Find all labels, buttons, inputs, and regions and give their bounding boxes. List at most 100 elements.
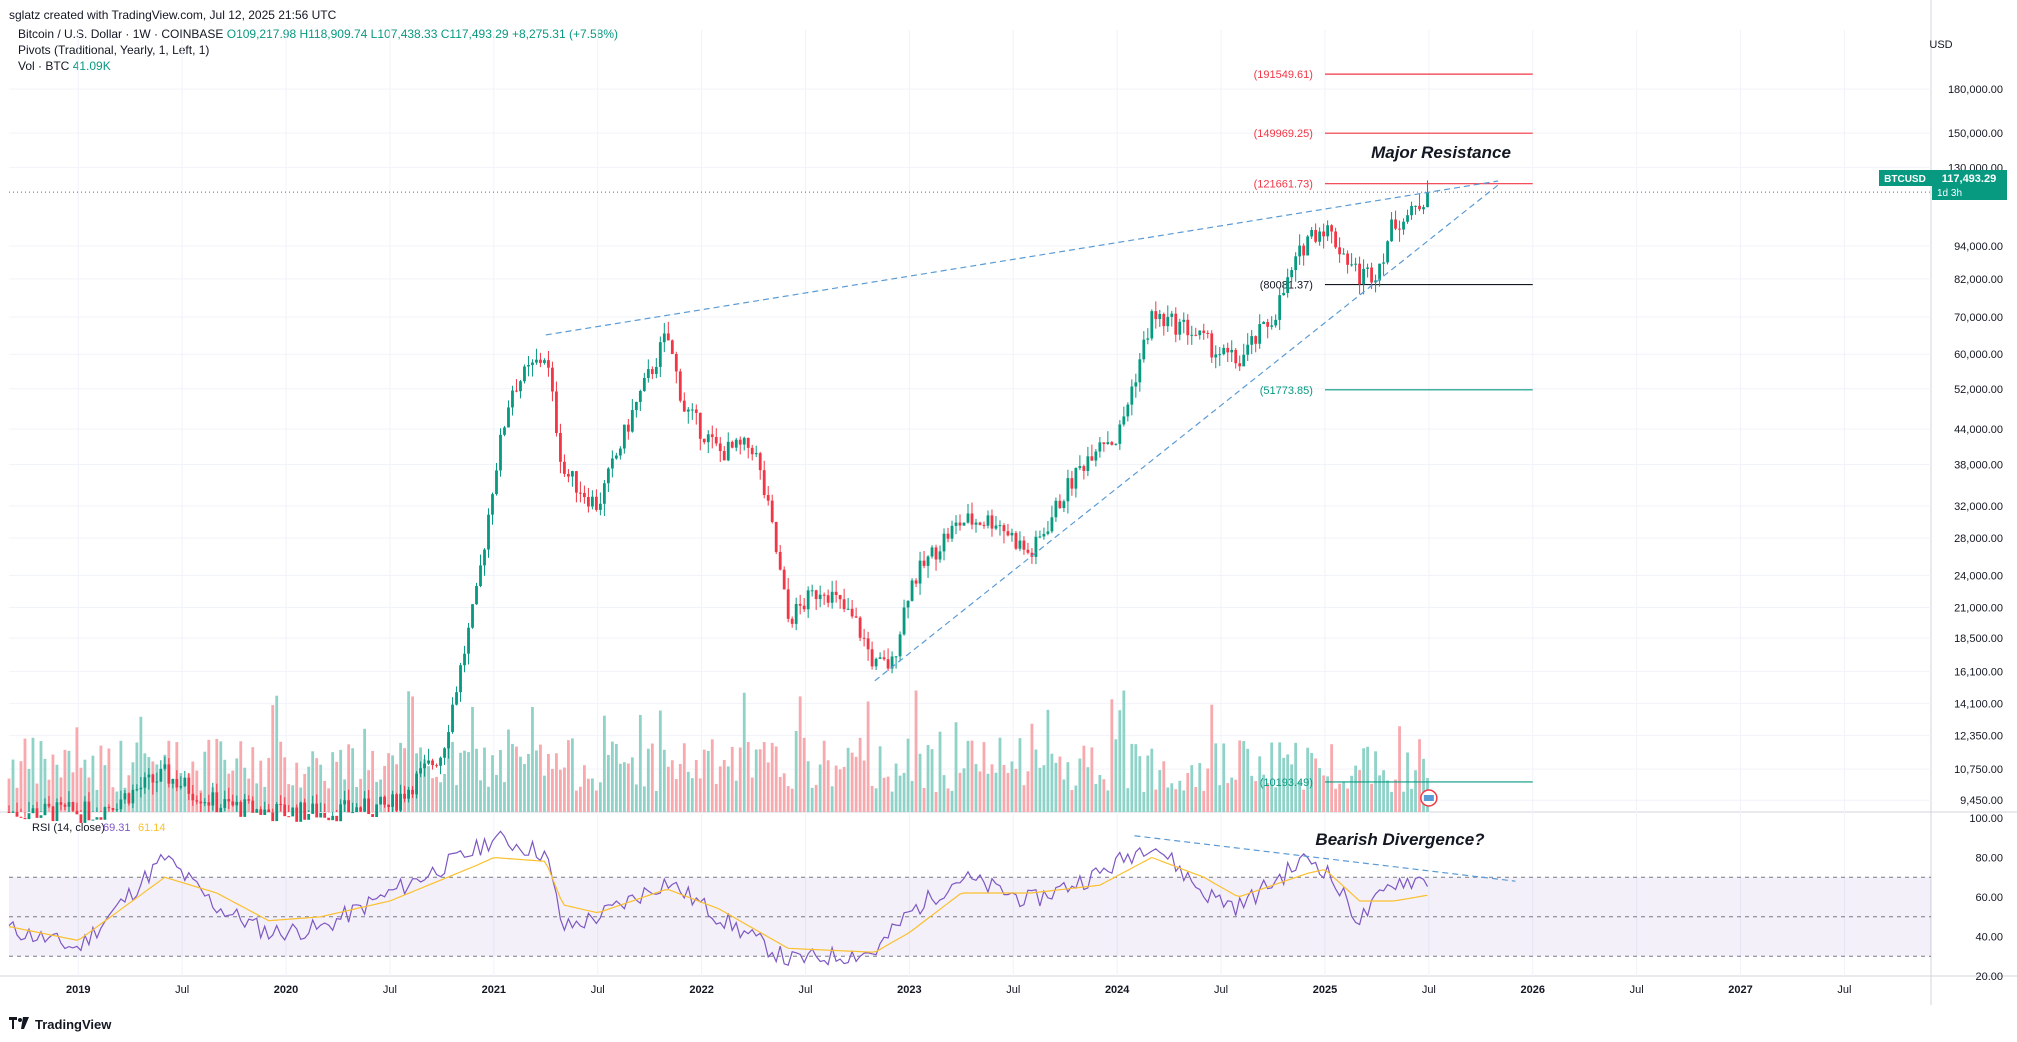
volume-legend[interactable]: Vol · BTC 41.09K [18,59,111,73]
candle-body [658,342,662,367]
volume-bar [435,776,438,812]
candle-body [63,804,67,807]
volume-bar [503,782,506,812]
volume-bar [383,765,387,812]
volume-bar [507,729,510,812]
candle-body [1382,262,1385,264]
volume-bar [75,727,79,812]
volume-bar [1078,758,1082,812]
candle-body [910,580,914,601]
volume-bar [1182,790,1186,812]
candle-body [678,371,682,401]
candle-body [834,591,838,596]
candle-body [614,455,618,459]
candle-body [714,436,718,444]
candle-body [922,560,926,566]
volume-bar [39,741,43,812]
candle-body [491,494,494,515]
candle-body [1102,442,1106,445]
candle-body [155,781,159,783]
footer-brand[interactable]: TradingView [9,1016,111,1032]
price-tick-label: 16,100.00 [1954,667,2003,679]
candle-body [790,618,794,624]
candle-body [159,768,163,782]
candle-body [1134,382,1138,387]
volume-bar [922,787,926,812]
candle-body [1206,332,1210,334]
time-tick-label: Jul [175,984,189,996]
symbol-legend[interactable]: Bitcoin / U.S. Dollar · 1W · COINBASE O1… [18,27,618,41]
volume-bar [1218,785,1222,812]
candle-body [303,802,307,820]
volume-bar [583,765,586,812]
price-tick-label: 10,750.00 [1954,764,2003,776]
candle-body [1406,215,1409,222]
candle-body [379,796,383,805]
volume-bar [475,748,478,812]
volume-bar [970,740,974,812]
volume-bar [455,785,458,812]
volume-bar [614,743,618,812]
volume-bar [1122,690,1126,812]
candle-body [1298,245,1302,257]
volume-bar [171,781,175,812]
pivots-legend[interactable]: Pivots (Traditional, Yearly, 1, Left, 1) [18,43,210,57]
time-tick-label: Jul [383,984,397,996]
annotation-major-resistance[interactable]: Major Resistance [1371,143,1511,162]
candle-body [694,409,698,413]
volume-bar [934,791,938,812]
annotation-bearish-divergence[interactable]: Bearish Divergence? [1315,830,1485,849]
candle-body [1166,316,1170,327]
volume-bar [471,706,474,812]
volume-bar [1238,740,1242,812]
volume-bar [842,766,846,812]
candle-body [594,496,598,510]
candle-body [1246,344,1250,355]
volume-label: Vol · BTC [18,59,70,73]
volume-bar [51,754,55,812]
candle-body [1378,263,1381,281]
candle-body [531,362,534,366]
candle-body [335,815,339,822]
volume-bar [850,752,854,812]
candle-body [475,586,478,605]
candle-body [1318,231,1322,242]
candle-body [67,802,71,807]
currency-label[interactable]: USD [1929,39,1952,51]
candle-body [351,812,355,814]
candle-body [383,796,387,805]
volume-bar [894,763,898,812]
candle-body [1058,500,1062,509]
candle-body [1290,270,1294,278]
candle-body [1014,532,1018,549]
volume-bar [610,741,614,812]
volume-bar [1414,770,1417,812]
candle-body [47,803,51,807]
events-flag-icon-inner [1423,795,1434,801]
candle-body [618,448,622,456]
volume-bar [23,738,27,812]
candle-body [966,513,970,523]
candle-body [1202,330,1206,333]
candle-body [858,617,862,638]
time-tick-label: 2020 [274,984,298,996]
candle-body [1190,334,1194,336]
volume-bar [311,751,315,812]
volume-bar [271,705,275,812]
volume-bar [315,758,319,812]
candle-body [1226,347,1230,353]
candle-body [575,471,578,493]
volume-bar [1174,789,1178,812]
volume-bar [838,769,842,812]
volume-bar [339,749,343,812]
candle-body [299,802,303,822]
candle-body [1050,517,1054,532]
candle-body [367,798,371,815]
volume-bar [770,742,774,812]
volume-bar [602,715,606,812]
volume-bar [1186,773,1190,812]
price-tag-countdown: 1d 3h [1937,188,1962,199]
volume-bar [954,722,958,812]
rsi-legend-label[interactable]: RSI (14, close) [32,822,105,834]
